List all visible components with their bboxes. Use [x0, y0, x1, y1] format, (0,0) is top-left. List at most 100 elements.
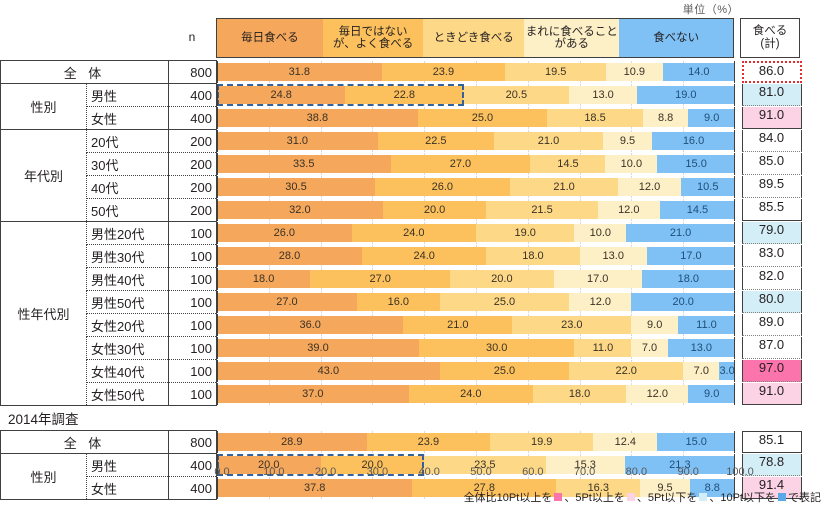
chart-header-table: n 毎日食べる 毎日ではない が、よく食べる ときどき食べる まれに食べること がある 食べな…	[0, 16, 800, 60]
row-total-value: 78.8	[741, 454, 802, 476]
table-row: 男性40代 100 18.0 27.0 20.0 17.0 18.0 82.0	[1, 267, 802, 291]
bar-segment-3: 13.0	[579, 247, 647, 265]
axis-tick-2: 20.0	[314, 466, 337, 478]
row-bar-cell: 36.0 21.0 23.0 9.0 11.0	[217, 314, 736, 337]
row-bar-cell: 33.5 27.0 14.5 10.0 15.0	[217, 153, 736, 176]
total-label-line1: 食べる	[752, 25, 788, 37]
bar-segment-4: 10.5	[680, 178, 735, 196]
row-bar-cell: 24.8 22.8 20.5 13.0 19.0	[217, 84, 736, 107]
table-row: 女性 400 37.8 27.8 16.3 9.5 8.8 91.4	[1, 476, 802, 500]
table-row: 性別 男性 400 24.8 22.8 20.5 13.0 19.0 81.0	[0, 83, 802, 130]
row-n-value: 400	[168, 83, 217, 107]
row-bar-cell: 37.0 24.0 18.0 12.0 9.0	[217, 383, 736, 406]
row-n-value: 400	[168, 453, 217, 477]
legend-prefix: 全体比10Pt以上を	[463, 492, 553, 504]
row-bar-cell: 28.0 24.0 18.0 13.0 17.0	[217, 245, 736, 268]
bar-segment-2: 23.0	[512, 316, 632, 334]
bar-segment-4: 9.0	[688, 385, 735, 403]
table-row: 性年代別 男性20代 100 26.0 24.0 19.0 10.0 21.0 79.0	[0, 221, 802, 406]
table-row: 男性50代 100 27.0 16.0 25.0 12.0 20.0 80.0	[1, 290, 802, 314]
row-total-cell: 82.0	[741, 268, 802, 291]
bar-segment-4: 21.3	[624, 456, 735, 474]
legend-swatch-5pt-above	[626, 493, 635, 501]
bar-segment-4: 13.0	[667, 339, 735, 357]
bar-segment-4: 15.0	[657, 155, 735, 173]
header-spacer-2	[86, 16, 168, 60]
survey-stacked-bar-chart: n 毎日食べる 毎日ではない が、よく食べる ときどき食べる まれに食べること がある 食べな…	[0, 16, 802, 500]
row-total-cell: 81.0	[741, 84, 802, 107]
row-label-男性: 男性	[86, 83, 169, 107]
row-label-全 体: 全 体	[0, 430, 169, 454]
header-total-label: 食べる (計)	[740, 16, 800, 60]
row-n-value: 100	[168, 221, 217, 245]
bar-segment-4: 8.8	[689, 479, 735, 497]
axis-tick-0: 0.0	[214, 466, 230, 478]
table-row: 女性30代 100 39.0 30.0 11.0 7.0 13.0 87.0	[1, 336, 802, 360]
legend-header-2: ときどき食べる	[423, 19, 524, 57]
row-label-女性: 女性	[86, 106, 169, 130]
legend-swatch-5pt-below	[699, 493, 708, 501]
table-row: 女性50代 100 37.0 24.0 18.0 12.0 9.0 91.0	[1, 382, 802, 406]
bar-segment-0: 37.8	[217, 479, 413, 497]
row-total-cell: 97.0	[741, 360, 802, 383]
row-n-value: 200	[168, 152, 217, 176]
bar-segment-4: 18.0	[641, 270, 735, 288]
row-label-女性40代: 女性40代	[86, 359, 169, 383]
axis-tick-5: 50.0	[470, 466, 492, 478]
bar-segment-0: 31.8	[217, 63, 382, 81]
bar-segment-3: 17.0	[553, 270, 642, 288]
x-axis: 0.0 10.0 20.0 30.0 40.0 50.0 60.0 70.0 80.0 90.0 1…	[0, 466, 827, 482]
stacked-bar: 18.0 27.0 20.0 17.0 18.0	[217, 270, 735, 288]
row-label-40代: 40代	[86, 175, 169, 199]
row-bar-cell: 43.0 25.0 22.0 7.0 3.0	[217, 360, 736, 383]
row-total-cell: 78.8	[741, 454, 802, 477]
bar-segment-0: 33.5	[217, 155, 391, 173]
bar-segment-3: 8.8	[642, 109, 689, 127]
row-bar-cell: 31.8 23.9 19.5 10.9 14.0	[217, 61, 736, 84]
bar-segment-0: 36.0	[217, 316, 404, 334]
bar-segment-0: 31.0	[217, 132, 378, 150]
bar-segment-1: 23.9	[381, 63, 506, 81]
bar-segment-0: 28.9	[217, 433, 367, 451]
row-label-50代: 50代	[86, 198, 169, 222]
row-label-男性40代: 男性40代	[86, 267, 169, 291]
bar-segment-0: 28.0	[217, 247, 363, 265]
row-n-value: 400	[168, 476, 217, 500]
stacked-bar: 33.5 27.0 14.5 10.0 15.0	[217, 155, 735, 173]
bar-segment-4: 14.0	[662, 63, 736, 81]
row-label-20代: 20代	[86, 129, 169, 153]
row-group-label: 性別	[0, 83, 87, 130]
table-row: 50代 200 32.0 20.0 21.5 12.0 14.5 85.5	[1, 198, 802, 222]
bar-segment-0: 20.0	[217, 456, 321, 474]
bar-segment-4: 11.0	[677, 316, 735, 334]
legend-header-4: 食べない	[619, 19, 733, 57]
bar-segment-4: 14.5	[659, 201, 735, 219]
stacked-bar: 37.0 24.0 18.0 12.0 9.0	[217, 385, 735, 403]
axis-tick-9: 90.0	[677, 466, 699, 478]
row-total-cell: 84.0	[741, 130, 802, 153]
row-n-value: 100	[168, 359, 217, 383]
row-n-value: 100	[168, 267, 217, 291]
row-bar-cell: 30.5 26.0 21.0 12.0 10.5	[217, 176, 736, 199]
bar-segment-4: 20.0	[631, 293, 735, 311]
bar-segment-1: 27.0	[310, 270, 451, 288]
bar-segment-2: 19.0	[475, 224, 575, 242]
bar-segment-2: 23.5	[424, 456, 546, 474]
bar-segment-2: 19.5	[505, 63, 607, 81]
bar-segment-3: 12.0	[569, 293, 632, 311]
row-total-cell: 87.0	[741, 337, 802, 360]
legend-header-3: まれに食べること がある	[523, 19, 620, 57]
row-bar-cell: 39.0 30.0 11.0 7.0 13.0	[217, 337, 736, 360]
stacked-bar: 31.0 22.5 21.0 9.5 16.0	[217, 132, 735, 150]
bar-segment-1: 16.0	[356, 293, 440, 311]
stacked-bar: 28.0 24.0 18.0 13.0 17.0	[217, 247, 735, 265]
row-n-value: 100	[168, 244, 217, 268]
row-total-value: 89.0	[741, 314, 802, 336]
row-total-cell: 80.0	[741, 291, 802, 314]
bar-segment-1: 27.0	[390, 155, 531, 173]
row-total-value: 91.0	[741, 107, 802, 129]
header-spacer	[0, 16, 86, 60]
row-total-cell: 83.0	[741, 245, 802, 268]
bar-segment-2: 18.0	[486, 247, 580, 265]
row-total-value: 91.0	[741, 383, 802, 405]
